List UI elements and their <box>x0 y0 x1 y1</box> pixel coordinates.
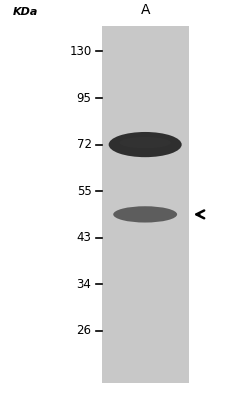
Text: 130: 130 <box>69 45 91 58</box>
Text: 26: 26 <box>76 324 91 337</box>
Ellipse shape <box>120 137 171 148</box>
Text: 55: 55 <box>77 185 91 198</box>
Ellipse shape <box>113 206 177 222</box>
Text: A: A <box>140 2 150 16</box>
Text: 95: 95 <box>77 92 91 104</box>
Ellipse shape <box>109 132 182 157</box>
Text: 34: 34 <box>77 278 91 291</box>
Bar <box>102 26 188 383</box>
Text: 43: 43 <box>77 231 91 244</box>
Text: 72: 72 <box>76 138 91 151</box>
Text: KDa: KDa <box>13 6 38 16</box>
